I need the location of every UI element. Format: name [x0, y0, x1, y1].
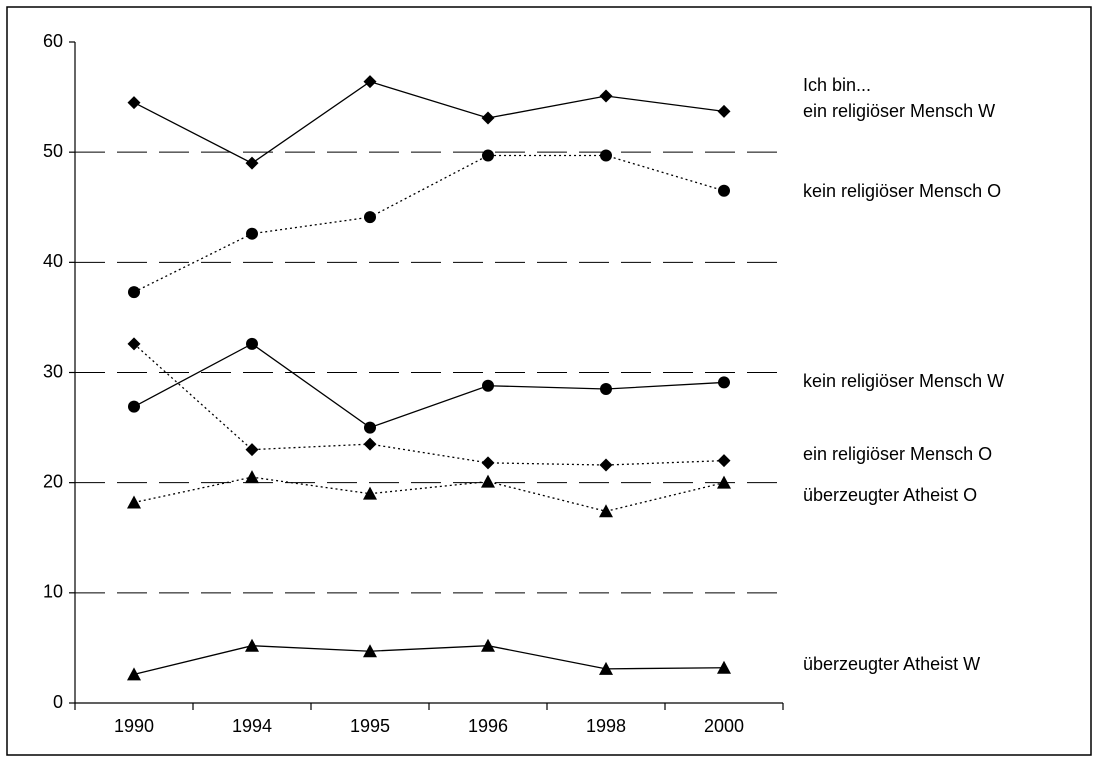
- marker: [718, 184, 730, 197]
- marker: [599, 89, 613, 103]
- x-tick-label: 1994: [232, 716, 272, 736]
- x-tick-label: 2000: [704, 716, 744, 736]
- series-line: [133, 343, 725, 466]
- y-tick-label: 50: [43, 141, 63, 161]
- legend-label: ein religiöser Mensch W: [803, 101, 995, 121]
- y-tick-label: 0: [53, 692, 63, 712]
- marker: [481, 111, 495, 125]
- marker: [127, 667, 141, 681]
- y-tick-label: 10: [43, 582, 63, 602]
- series-line: [133, 343, 725, 429]
- x-tick-label: 1990: [114, 716, 154, 736]
- series-line: [133, 476, 725, 512]
- series-line: [133, 80, 725, 164]
- marker: [363, 437, 377, 451]
- series-line: [133, 645, 725, 675]
- marker: [364, 211, 376, 224]
- marker: [599, 458, 613, 472]
- x-tick-label: 1996: [468, 716, 508, 736]
- marker: [363, 486, 377, 500]
- marker: [482, 379, 494, 392]
- legend-label: überzeugter Atheist W: [803, 654, 980, 674]
- marker: [128, 286, 140, 299]
- x-tick-label: 1995: [350, 716, 390, 736]
- y-tick-label: 40: [43, 251, 63, 271]
- marker: [600, 383, 612, 396]
- legend-label: kein religiöser Mensch W: [803, 371, 1004, 391]
- marker: [717, 660, 731, 674]
- marker: [717, 475, 731, 489]
- y-tick-label: 30: [43, 361, 63, 381]
- y-tick-label: 60: [43, 31, 63, 51]
- legend-label: überzeugter Atheist O: [803, 485, 977, 505]
- legend-label: kein religiöser Mensch O: [803, 181, 1001, 201]
- marker: [482, 149, 494, 162]
- marker: [246, 337, 258, 350]
- marker: [481, 638, 495, 652]
- marker: [246, 227, 258, 240]
- marker: [363, 644, 377, 658]
- marker: [363, 75, 377, 89]
- marker: [718, 376, 730, 389]
- series-line: [133, 154, 725, 293]
- marker: [481, 474, 495, 488]
- marker: [600, 149, 612, 162]
- x-tick-label: 1998: [586, 716, 626, 736]
- marker: [128, 400, 140, 413]
- marker: [127, 96, 141, 110]
- marker: [245, 156, 259, 170]
- marker: [717, 104, 731, 118]
- marker: [599, 504, 613, 518]
- marker: [127, 495, 141, 509]
- marker: [245, 443, 259, 457]
- legend-label: ein religiöser Mensch O: [803, 444, 992, 464]
- marker: [245, 638, 259, 652]
- marker: [717, 454, 731, 468]
- y-tick-label: 20: [43, 471, 63, 491]
- marker: [127, 337, 141, 351]
- marker: [364, 421, 376, 434]
- marker: [481, 456, 495, 470]
- annotation: Ich bin...: [803, 75, 871, 95]
- marker: [245, 470, 259, 484]
- marker: [599, 661, 613, 675]
- frame: [6, 6, 1092, 756]
